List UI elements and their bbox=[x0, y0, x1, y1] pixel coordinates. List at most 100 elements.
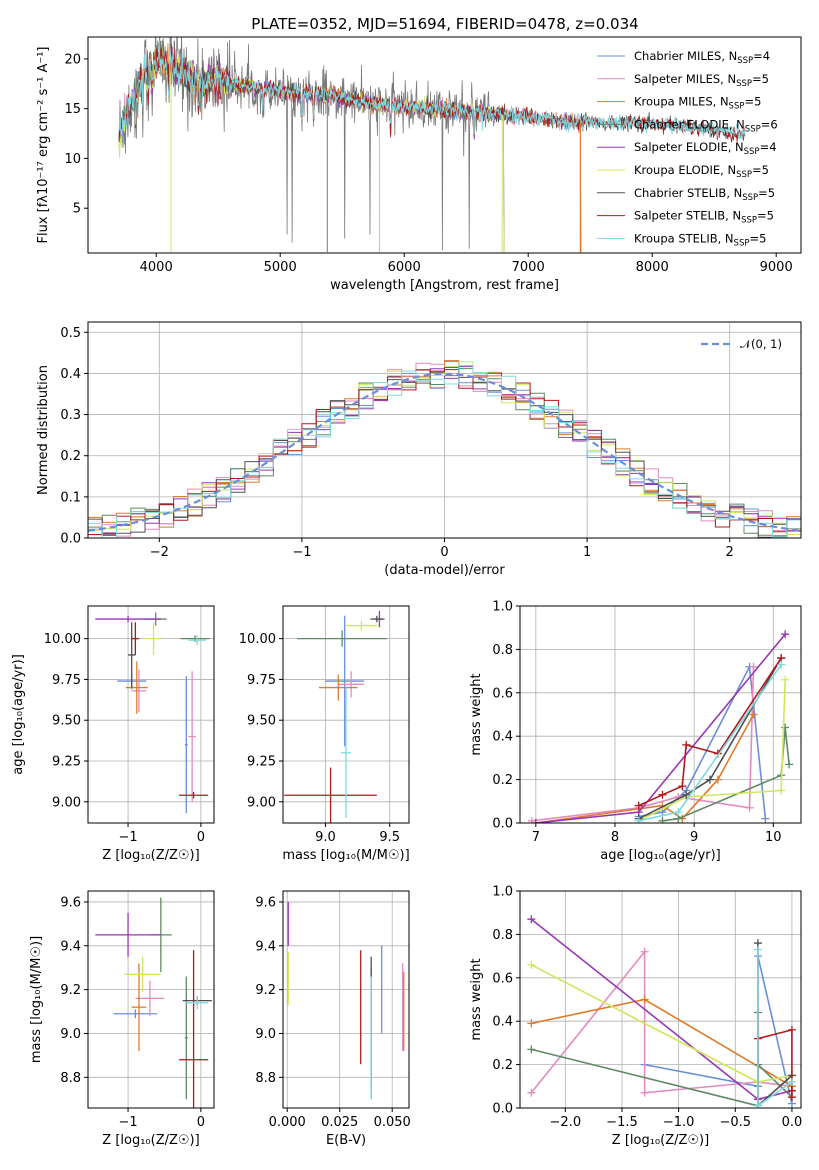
legend-entry: Salpeter MILES, NSSP=5 bbox=[634, 72, 769, 89]
plot-area bbox=[95, 612, 210, 814]
legend-subscript: SSP bbox=[737, 56, 753, 66]
plot-area bbox=[527, 630, 794, 823]
axes-frame bbox=[87, 321, 802, 539]
legend-entry-value: =5 bbox=[758, 186, 775, 200]
plot-area bbox=[88, 360, 801, 538]
mass-weight-marker bbox=[753, 945, 762, 954]
y-tick-label: 9.50 bbox=[52, 714, 81, 729]
y-tick-label: 0.1 bbox=[60, 490, 81, 505]
y-tick-label: 0.2 bbox=[492, 1058, 513, 1073]
y-tick-label: 10.00 bbox=[44, 632, 81, 647]
y-tick-label: 0.4 bbox=[60, 367, 81, 382]
x-axis-label: Z [log₁₀(Z/Z☉)] bbox=[102, 1133, 199, 1148]
errorbar-point bbox=[338, 671, 364, 698]
mass-vs-extinction-panel: 0.000 0.025 0.050 8.8 9.0 9.2 9.4 9.6 E(B-V) bbox=[255, 890, 411, 1148]
axes-frame bbox=[87, 890, 215, 1109]
legend-subscript: SSP bbox=[741, 216, 757, 226]
y-tick-label: 9.75 bbox=[247, 673, 276, 688]
x-axis-label: mass [log₁₀(M/M☉)] bbox=[282, 848, 409, 863]
errorbar-point bbox=[179, 950, 209, 1108]
plot-area bbox=[527, 915, 796, 1108]
y-tick-label: 15 bbox=[64, 102, 81, 117]
x-tick-label: 0 bbox=[197, 830, 205, 845]
errorbar-point bbox=[131, 622, 139, 655]
x-tick-label: 9 bbox=[690, 830, 698, 845]
x-tick-label: −1.0 bbox=[663, 1115, 695, 1130]
mass-weight-marker bbox=[781, 723, 790, 732]
y-tick-label: 5 bbox=[73, 202, 81, 217]
y-axis-label: mass weight bbox=[469, 673, 484, 755]
y-tick-label: 10 bbox=[64, 152, 81, 167]
figure-title: PLATE=0352, MJD=51694, FIBERID=0478, z=0… bbox=[251, 15, 638, 33]
errorbar-point bbox=[188, 671, 196, 802]
x-tick-label: 6000 bbox=[388, 260, 421, 275]
errorbar-point bbox=[131, 963, 147, 1052]
mass-weight-marker bbox=[527, 1088, 536, 1097]
x-tick-label: 8000 bbox=[636, 260, 669, 275]
x-axis-label: E(B-V) bbox=[326, 1133, 366, 1148]
errorbar-point bbox=[340, 687, 352, 819]
mass-weight-line bbox=[531, 1012, 793, 1107]
errorbar-point bbox=[325, 615, 364, 747]
y-tick-label: 0.2 bbox=[60, 449, 81, 464]
weight-vs-age-panel: 7 8 9 10 0.0 0.2 0.4 0.6 0.8 1.0 age [log₁₀(age/yr… bbox=[469, 600, 802, 863]
legend-subscript: SSP bbox=[734, 238, 750, 248]
axes-frame bbox=[282, 605, 410, 824]
mass-weight-marker bbox=[777, 786, 786, 795]
legend-entry: 𝒩(0, 1) bbox=[740, 337, 782, 351]
y-tick-label: 9.6 bbox=[60, 895, 81, 910]
legend-entry: Chabrier ELODIE, NSSP=6 bbox=[634, 117, 778, 134]
mass-weight-marker bbox=[682, 790, 691, 799]
mass-weight-marker bbox=[705, 775, 714, 784]
mass-weight-line bbox=[757, 1028, 793, 1098]
x-tick-label: 10 bbox=[765, 830, 782, 845]
mass-weight-marker bbox=[781, 675, 790, 684]
y-tick-label: 1.0 bbox=[492, 600, 513, 615]
y-axis-label: mass weight bbox=[469, 958, 484, 1040]
errorbar-point bbox=[188, 635, 206, 646]
plot-area bbox=[284, 610, 388, 823]
y-tick-label: 9.25 bbox=[247, 755, 276, 770]
legend-subscript: SSP bbox=[745, 124, 761, 134]
x-tick-label: 2 bbox=[726, 545, 734, 560]
mass-weight-marker bbox=[753, 1101, 762, 1108]
y-tick-label: 0.4 bbox=[492, 1015, 513, 1030]
plot-area bbox=[287, 901, 405, 1100]
mass-weight-marker bbox=[527, 960, 536, 969]
age-vs-metallicity-panel: −1 0 9.00 9.25 9.50 9.75 10.00 Z [log₁₀(Z/Z☉)] a… bbox=[11, 605, 215, 863]
legend-entry-value: =5 bbox=[752, 72, 769, 86]
errorbar-point bbox=[284, 767, 377, 823]
y-tick-label: 0.2 bbox=[492, 773, 513, 788]
x-tick-label: 5000 bbox=[264, 260, 297, 275]
residual-histogram-panel: −2 −1 0 1 2 0.0 0.1 0.2 0.3 0.4 0.5 (data-model)/er… bbox=[36, 321, 802, 578]
axes-frame bbox=[519, 605, 802, 824]
mass-weight-marker bbox=[682, 740, 691, 749]
y-tick-label: 9.4 bbox=[60, 939, 81, 954]
y-axis-label: age [log₁₀(age/yr)] bbox=[11, 654, 26, 775]
mass-weight-marker bbox=[640, 1088, 649, 1097]
mass-weight-marker bbox=[787, 1025, 796, 1034]
legend-entry: Kroupa ELODIE, NSSP=5 bbox=[634, 163, 769, 180]
errorbar-point bbox=[184, 976, 188, 1100]
spectrum-panel: 4000 5000 6000 7000 8000 9000 5 10 15 20 wavelengt… bbox=[36, 36, 802, 293]
x-tick-label: 4000 bbox=[140, 260, 173, 275]
mass-weight-marker bbox=[777, 660, 786, 669]
x-tick-label: 0 bbox=[197, 1115, 205, 1130]
axes-frame bbox=[87, 36, 802, 254]
mass-weight-marker bbox=[640, 995, 649, 1004]
errorbar-point bbox=[146, 622, 161, 655]
y-tick-label: 0.6 bbox=[492, 971, 513, 986]
x-tick-label: 0.000 bbox=[269, 1115, 306, 1130]
age-vs-mass-panel: 9.0 9.5 9.00 9.25 9.50 9.75 10.00 mass [log₁₀(M… bbox=[239, 605, 410, 863]
errorbar-point bbox=[346, 620, 377, 631]
mass-weight-marker bbox=[531, 819, 540, 823]
legend-entry-value: =4 bbox=[760, 140, 777, 154]
errorbar-point bbox=[135, 980, 165, 1016]
y-tick-label: 0.3 bbox=[60, 408, 81, 423]
legend-subscript: SSP bbox=[736, 170, 752, 180]
x-axis-label: age [log₁₀(age/yr)] bbox=[600, 848, 721, 863]
y-tick-label: 9.6 bbox=[255, 895, 276, 910]
mass-weight-line bbox=[638, 657, 782, 807]
legend-entry: Chabrier MILES, NSSP=4 bbox=[634, 49, 770, 66]
y-tick-label: 1.0 bbox=[492, 885, 513, 900]
